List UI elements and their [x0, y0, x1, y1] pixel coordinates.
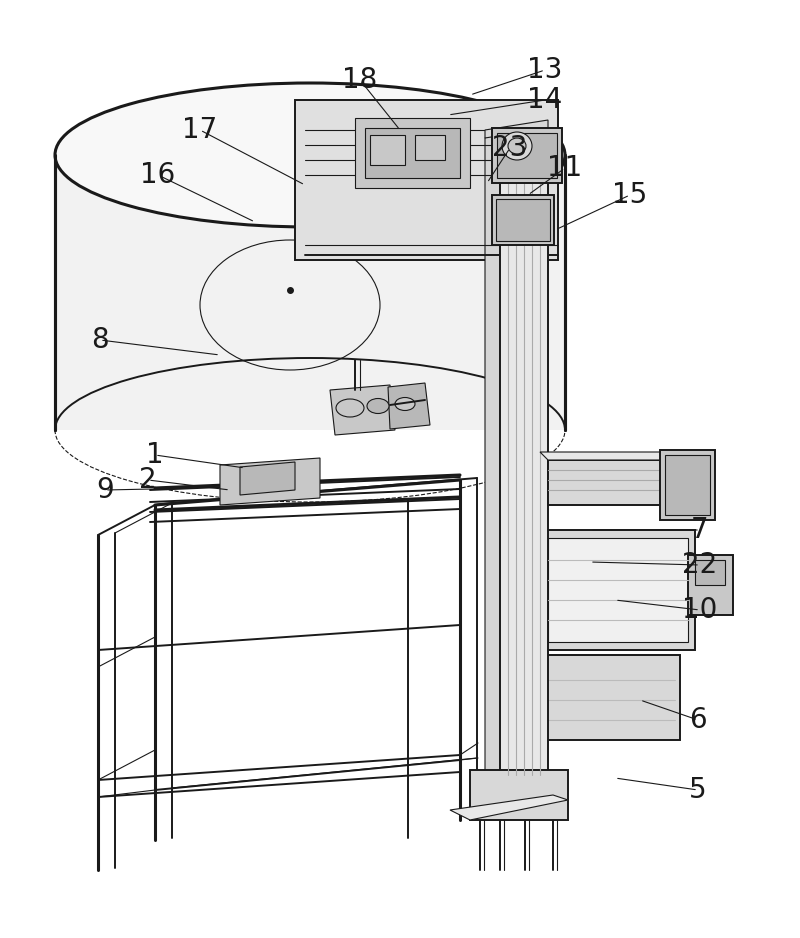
Polygon shape	[220, 458, 320, 505]
Text: 15: 15	[612, 181, 648, 209]
Bar	[370, 135, 405, 165]
Ellipse shape	[502, 132, 532, 160]
Ellipse shape	[55, 83, 565, 227]
Polygon shape	[470, 770, 568, 820]
Text: 13: 13	[527, 56, 562, 84]
Ellipse shape	[336, 399, 364, 417]
Text: 14: 14	[527, 86, 562, 114]
Bar	[497, 133, 557, 178]
Text: 5: 5	[689, 776, 707, 804]
Bar	[540, 655, 680, 740]
Polygon shape	[55, 155, 565, 430]
Text: 8: 8	[91, 326, 109, 354]
Ellipse shape	[508, 138, 526, 154]
Polygon shape	[388, 383, 430, 429]
Bar	[492, 128, 562, 183]
Polygon shape	[295, 100, 558, 260]
Text: 2: 2	[139, 466, 157, 494]
Text: 16: 16	[140, 161, 176, 189]
Text: 22: 22	[682, 551, 718, 579]
Bar	[548, 538, 688, 642]
Text: 10: 10	[682, 596, 718, 624]
Bar	[695, 560, 725, 585]
Polygon shape	[330, 385, 395, 435]
Bar	[496, 199, 550, 241]
Ellipse shape	[395, 398, 415, 411]
Bar	[688, 555, 733, 615]
Text: 17: 17	[182, 116, 218, 144]
Polygon shape	[240, 462, 295, 495]
Bar	[492, 195, 554, 245]
Bar	[355, 118, 470, 188]
Text: 7: 7	[691, 516, 709, 544]
Text: 9: 9	[96, 476, 114, 504]
Bar	[540, 530, 695, 650]
Polygon shape	[540, 452, 710, 460]
Bar	[660, 450, 715, 520]
Bar	[365, 128, 460, 178]
Text: 23: 23	[492, 134, 528, 162]
Text: 6: 6	[689, 706, 707, 734]
Polygon shape	[500, 128, 548, 780]
Text: 11: 11	[547, 154, 582, 182]
Text: 1: 1	[146, 441, 164, 469]
Polygon shape	[485, 128, 500, 790]
Bar	[415, 135, 445, 160]
Polygon shape	[485, 120, 548, 138]
Bar	[665, 455, 710, 515]
Ellipse shape	[367, 399, 389, 414]
Polygon shape	[450, 795, 568, 820]
Polygon shape	[548, 460, 700, 505]
Text: 18: 18	[342, 66, 378, 94]
